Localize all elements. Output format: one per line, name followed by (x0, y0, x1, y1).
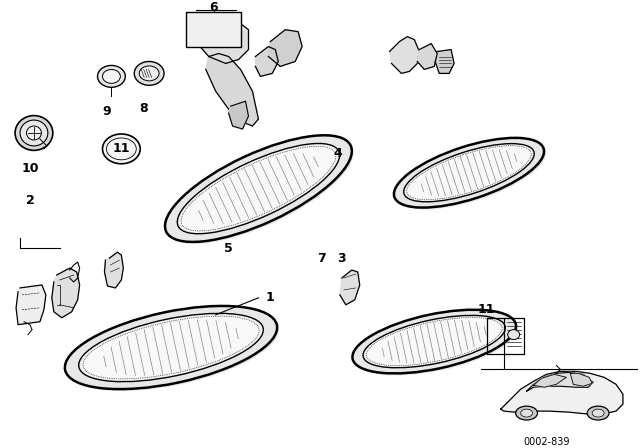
Ellipse shape (508, 330, 520, 340)
Ellipse shape (177, 143, 340, 234)
Ellipse shape (366, 318, 502, 366)
Text: 7: 7 (317, 252, 326, 265)
Text: 5: 5 (224, 242, 233, 255)
Text: 8: 8 (139, 102, 147, 115)
Ellipse shape (407, 146, 531, 200)
Polygon shape (268, 30, 302, 66)
Ellipse shape (79, 313, 263, 382)
Polygon shape (196, 17, 248, 64)
Ellipse shape (355, 312, 518, 375)
Ellipse shape (67, 308, 279, 391)
Text: 4: 4 (333, 147, 342, 160)
Ellipse shape (592, 409, 604, 417)
Ellipse shape (134, 61, 164, 85)
Polygon shape (435, 50, 454, 73)
Ellipse shape (65, 306, 277, 389)
Polygon shape (255, 47, 278, 76)
Polygon shape (206, 53, 259, 126)
Ellipse shape (353, 310, 516, 374)
Polygon shape (390, 37, 419, 73)
Ellipse shape (587, 406, 609, 420)
Text: 0002-839: 0002-839 (524, 437, 570, 447)
Ellipse shape (167, 137, 354, 244)
Ellipse shape (26, 126, 42, 140)
Polygon shape (527, 372, 593, 391)
Polygon shape (417, 43, 437, 69)
Text: 11: 11 (477, 303, 495, 316)
Polygon shape (570, 373, 592, 386)
Polygon shape (104, 252, 124, 288)
Ellipse shape (404, 144, 534, 202)
Ellipse shape (394, 138, 544, 207)
Ellipse shape (20, 120, 48, 146)
Polygon shape (16, 285, 46, 325)
Ellipse shape (363, 315, 506, 368)
Ellipse shape (396, 140, 546, 210)
Ellipse shape (102, 69, 120, 83)
Polygon shape (534, 375, 566, 387)
Ellipse shape (520, 409, 532, 417)
Ellipse shape (165, 135, 352, 242)
Polygon shape (228, 101, 248, 129)
Text: 6: 6 (209, 1, 218, 14)
Ellipse shape (516, 406, 538, 420)
Ellipse shape (102, 134, 140, 164)
Bar (186, 12, 241, 47)
Ellipse shape (181, 146, 336, 231)
Text: 2: 2 (26, 194, 35, 207)
Ellipse shape (97, 65, 125, 87)
Polygon shape (52, 268, 79, 318)
Ellipse shape (83, 316, 259, 379)
Text: 1: 1 (266, 291, 275, 304)
Ellipse shape (15, 116, 53, 151)
Text: 3: 3 (337, 252, 346, 265)
Text: 10: 10 (21, 162, 39, 175)
Polygon shape (500, 371, 623, 414)
Polygon shape (340, 270, 360, 305)
Text: 11: 11 (113, 142, 130, 155)
Text: 9: 9 (102, 105, 111, 118)
Ellipse shape (140, 66, 159, 81)
